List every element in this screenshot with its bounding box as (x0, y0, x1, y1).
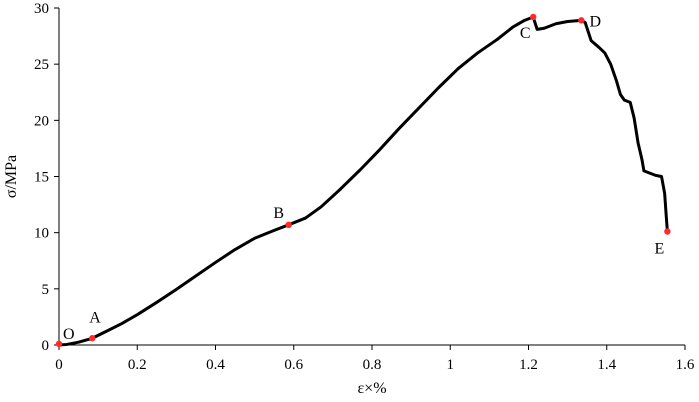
point-o-marker (55, 340, 63, 348)
x-tick-label: 1.2 (519, 357, 538, 373)
x-tick-label: 0.8 (363, 357, 382, 373)
x-tick-label: 1.6 (676, 357, 695, 373)
y-tick-label: 5 (42, 282, 50, 298)
stress-strain-curve (57, 15, 669, 347)
y-tick-label: 30 (34, 1, 49, 17)
y-tick-label: 15 (34, 170, 49, 186)
point-c-label: C (520, 25, 531, 42)
point-a-label: A (89, 309, 101, 326)
point-b-label: B (273, 205, 284, 222)
axes (58, 8, 685, 346)
y-axis-title: σ/MPa (3, 155, 20, 198)
x-tick-label: 0.2 (128, 357, 147, 373)
y-tick-label: 0 (42, 338, 50, 354)
curve-layer (57, 15, 669, 347)
y-tick-label: 10 (34, 226, 49, 242)
x-tick-label: 0.4 (206, 357, 225, 373)
y-tick-label: 25 (34, 57, 49, 73)
point-e-label: E (655, 241, 665, 258)
y-tick-label: 20 (34, 113, 49, 129)
x-tick-label: 0 (55, 357, 63, 373)
point-a-marker (89, 335, 96, 342)
point-c-marker (529, 13, 537, 21)
x-axis-title: ε×% (357, 380, 386, 397)
point-b-marker (285, 221, 292, 229)
point-d-marker (578, 17, 585, 24)
points-layer: OA B C D E (55, 13, 671, 348)
point-e-marker (664, 228, 671, 235)
x-tick-label: 1.4 (597, 357, 616, 373)
ticks: 0 0.2 0.4 0.6 0.8 1 1.2 1.4 1.6 0 5 10 15 20 25 30 (34, 1, 695, 373)
x-tick-label: 1 (447, 357, 455, 373)
point-o-label: O (63, 326, 75, 343)
x-tick-label: 0.6 (284, 357, 303, 373)
point-d-label: D (590, 13, 602, 30)
